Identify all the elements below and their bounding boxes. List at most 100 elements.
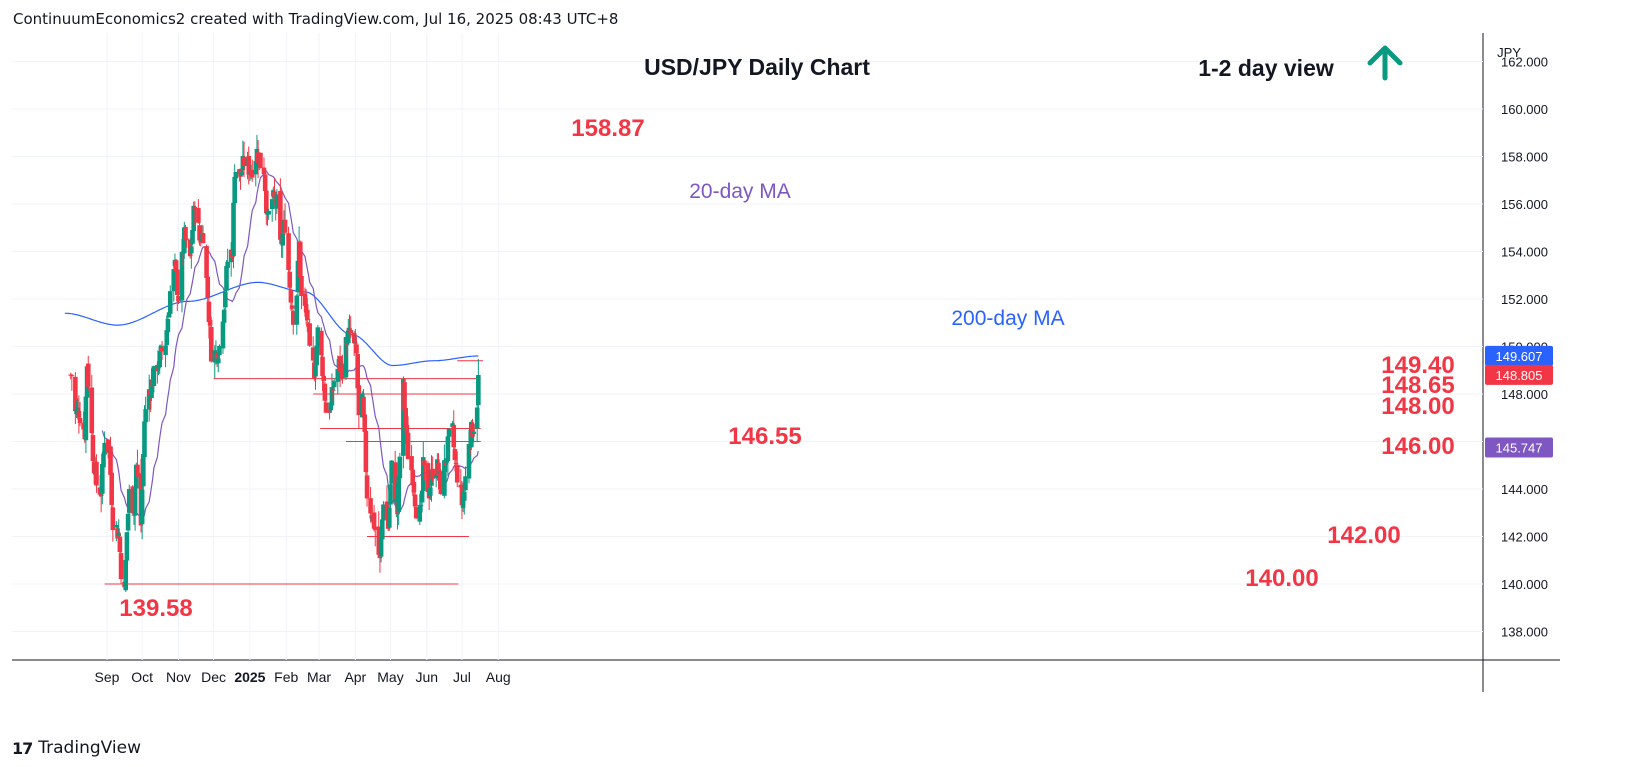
- candle-body: [355, 354, 360, 389]
- candle-body: [269, 199, 275, 210]
- chart-title: USD/JPY Daily Chart: [644, 54, 870, 80]
- candle-body: [224, 266, 229, 291]
- candle-body: [110, 507, 116, 531]
- candle-body: [299, 275, 304, 297]
- candle-body: [212, 350, 218, 363]
- candle-body: [413, 507, 419, 519]
- candle-body: [392, 462, 398, 503]
- candle-body: [402, 382, 407, 411]
- level-label: 139.58: [119, 595, 192, 622]
- candle-body: [90, 435, 96, 462]
- candle-body: [417, 505, 423, 522]
- candle-body: [388, 484, 393, 505]
- candle-body: [461, 491, 467, 501]
- candle-body: [262, 174, 268, 192]
- candle-body: [109, 472, 114, 505]
- candle-body: [143, 409, 148, 423]
- candle-body: [231, 202, 236, 257]
- y-tick-label: 158.000: [1501, 150, 1548, 165]
- candle-body: [288, 290, 294, 303]
- candle-body: [220, 321, 226, 349]
- level-label: 148.65: [1381, 372, 1454, 399]
- candle-body: [83, 396, 89, 441]
- candle-body: [305, 309, 310, 321]
- level-label: 140.00: [1245, 565, 1318, 592]
- y-tick-label: 148.000: [1501, 387, 1548, 402]
- candle-body: [368, 498, 373, 514]
- candle-body: [266, 210, 271, 215]
- candle-body: [258, 152, 263, 169]
- y-tick-label: 162.000: [1501, 55, 1548, 70]
- candle-body: [354, 344, 359, 354]
- candle-body: [319, 330, 324, 356]
- up-arrow-icon: [1367, 45, 1403, 81]
- candle-body: [118, 553, 124, 580]
- candle-body: [223, 291, 228, 308]
- y-tick-label: 154.000: [1501, 245, 1548, 260]
- candle-body: [458, 484, 464, 488]
- candle-body: [164, 330, 170, 345]
- tradingview-brand: TradingView: [38, 738, 141, 758]
- candle-body: [445, 436, 451, 462]
- candle-body: [130, 486, 136, 514]
- candle-body: [323, 402, 329, 413]
- x-tick-label: Aug: [486, 669, 511, 685]
- candle-body: [114, 524, 119, 528]
- level-label: 146.55: [728, 423, 801, 450]
- y-tick-label: 142.000: [1501, 530, 1548, 545]
- candle-body: [225, 261, 230, 268]
- candle-body: [85, 363, 91, 387]
- candle-body: [371, 512, 377, 529]
- candle-body: [418, 504, 424, 507]
- ma200-price-tag: 149.607: [1496, 349, 1543, 364]
- candle-body: [139, 489, 145, 525]
- candle-body: [98, 492, 104, 497]
- candle-body: [208, 326, 214, 362]
- candle-body: [246, 156, 252, 175]
- candle-body: [135, 464, 140, 477]
- candle-body: [331, 381, 337, 388]
- candle-body: [74, 408, 79, 415]
- candle-body: [433, 475, 439, 479]
- candle-body: [149, 379, 154, 399]
- candle-body: [249, 169, 255, 178]
- x-tick-label: 2025: [234, 669, 265, 685]
- candle-body: [75, 407, 81, 412]
- candle-body: [184, 238, 189, 240]
- candle-body: [330, 389, 336, 391]
- candle-body: [163, 345, 168, 355]
- candle-body: [146, 389, 152, 410]
- chart-attribution: ContinuumEconomics2 created with Trading…: [13, 10, 619, 28]
- candle-body: [428, 487, 433, 496]
- candle-body: [353, 342, 358, 344]
- candle-body: [264, 190, 269, 214]
- candle-body: [410, 469, 416, 486]
- candle-body: [278, 190, 283, 240]
- candle-body: [346, 330, 351, 344]
- candle-body: [442, 460, 447, 496]
- candle-body: [123, 559, 129, 591]
- candle-body: [320, 356, 325, 376]
- x-tick-label: Feb: [274, 669, 298, 685]
- candle-body: [241, 156, 247, 166]
- candle-body: [430, 468, 435, 479]
- candle-body: [232, 176, 237, 204]
- candle-body: [102, 442, 107, 455]
- candle-body: [221, 309, 227, 323]
- candle-body: [303, 304, 309, 313]
- y-tick-label: 156.000: [1501, 197, 1548, 212]
- candle-body: [443, 462, 448, 465]
- candle-body: [73, 376, 78, 412]
- candle-body: [329, 387, 335, 406]
- level-label: 149.40: [1381, 352, 1454, 379]
- candle-body: [77, 417, 83, 424]
- candle-body: [328, 402, 334, 411]
- candle-body: [463, 476, 468, 491]
- candle-body: [157, 350, 163, 368]
- candle-body: [397, 456, 403, 479]
- candle-body: [239, 172, 245, 176]
- candle-body: [404, 424, 410, 433]
- candle-body: [476, 375, 481, 406]
- ma20-label: 20-day MA: [689, 180, 791, 203]
